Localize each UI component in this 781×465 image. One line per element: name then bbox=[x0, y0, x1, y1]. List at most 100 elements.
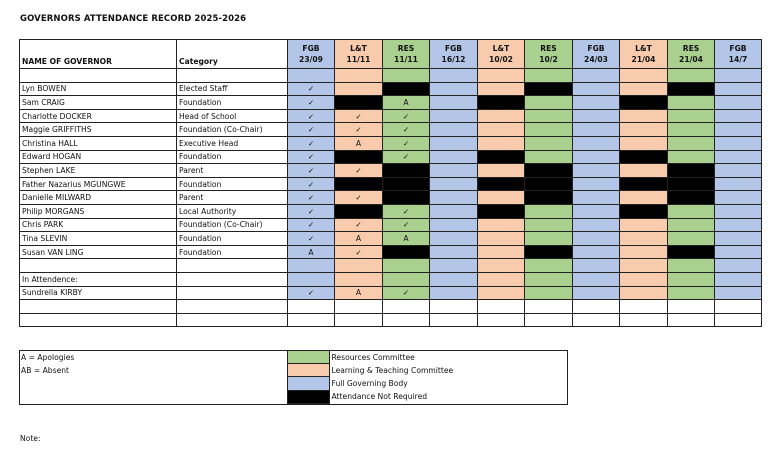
governor-name: Sam CRAIG bbox=[19, 95, 177, 110]
attendance-cell bbox=[524, 203, 573, 219]
attendance-cell bbox=[524, 163, 573, 178]
legend-row: Attendance Not Required bbox=[19, 389, 568, 404]
empty-cell bbox=[477, 299, 525, 314]
attendance-cell bbox=[667, 285, 715, 301]
attendance-cell bbox=[714, 122, 762, 137]
empty-meeting-cell bbox=[334, 68, 383, 83]
attendance-cell bbox=[572, 244, 620, 260]
governor-category: Foundation bbox=[176, 244, 288, 260]
meeting-header-7: L&T 21/04 bbox=[619, 39, 668, 69]
name-column-header: NAME OF GOVERNOR bbox=[19, 39, 177, 69]
attendance-cell: ✓ bbox=[287, 217, 335, 233]
attendance-cell bbox=[429, 149, 478, 165]
empty-cell bbox=[714, 312, 762, 328]
empty-cell bbox=[429, 299, 478, 314]
governor-row: Christina HALL Executive Head ✓ A ✓ bbox=[19, 135, 762, 151]
empty-meeting-cell bbox=[619, 68, 668, 83]
attendance-cell bbox=[572, 95, 620, 110]
attendance-cell bbox=[667, 231, 715, 246]
attendance-cell bbox=[619, 95, 668, 110]
meeting-type: FGB bbox=[444, 43, 463, 53]
governor-category: Foundation (Co-Chair) bbox=[176, 122, 288, 137]
attendance-cell bbox=[429, 176, 478, 192]
governor-name: Christina HALL bbox=[19, 135, 177, 151]
meeting-type: FGB bbox=[587, 43, 605, 53]
governor-category: Local Authority bbox=[176, 203, 288, 219]
attendance-cell bbox=[334, 203, 383, 219]
meeting-header-8: RES 21/04 bbox=[667, 39, 715, 69]
empty-cell bbox=[287, 312, 335, 328]
empty-meeting-cell bbox=[382, 258, 430, 273]
spacer-row bbox=[19, 68, 762, 83]
legend-swatch bbox=[286, 389, 330, 404]
meeting-header-1: L&T 11/11 bbox=[334, 39, 383, 69]
legend-swatch bbox=[286, 349, 330, 365]
attendance-cell bbox=[619, 81, 668, 97]
attendance-cell bbox=[524, 122, 573, 137]
attendance-cell: ✓ bbox=[334, 122, 383, 137]
legend-frame-right bbox=[567, 350, 568, 405]
attendance-cell bbox=[619, 231, 668, 246]
governor-row: Philip MORGANS Local Authority ✓ ✓ bbox=[19, 203, 762, 219]
empty-meeting-cell bbox=[477, 258, 525, 273]
attendance-cell bbox=[524, 95, 573, 110]
legend-key-text bbox=[19, 390, 287, 403]
empty-cell bbox=[176, 258, 288, 273]
empty-cell bbox=[176, 68, 288, 83]
governor-category: Foundation bbox=[176, 95, 288, 110]
attendance-cell bbox=[667, 108, 715, 124]
empty-meeting-cell bbox=[287, 258, 335, 273]
category-column-header: Category bbox=[176, 39, 288, 69]
attendance-cell bbox=[667, 95, 715, 110]
attendance-cell bbox=[714, 244, 762, 260]
spacer-row bbox=[19, 258, 762, 273]
attendance-cell bbox=[477, 163, 525, 178]
attendance-cell bbox=[524, 244, 573, 260]
empty-meeting-cell bbox=[524, 68, 573, 83]
attendance-cell: ✓ bbox=[287, 203, 335, 219]
empty-meeting-cell bbox=[429, 258, 478, 273]
attendance-cell: A bbox=[334, 135, 383, 151]
attendance-cell bbox=[572, 149, 620, 165]
governor-name: Chris PARK bbox=[19, 217, 177, 233]
attendance-cell bbox=[667, 122, 715, 137]
empty-cell bbox=[572, 299, 620, 314]
attendance-cell: ✓ bbox=[382, 108, 430, 124]
empty-meeting-cell bbox=[334, 271, 383, 287]
empty-meeting-cell bbox=[429, 271, 478, 287]
attendance-cell bbox=[619, 190, 668, 205]
attendance-cell bbox=[334, 81, 383, 97]
attendance-cell: ✓ bbox=[334, 244, 383, 260]
governor-category: Foundation (Co-Chair) bbox=[176, 217, 288, 233]
governor-category: Foundation bbox=[176, 231, 288, 246]
governor-category: Foundation bbox=[176, 176, 288, 192]
meeting-date: 21/04 bbox=[631, 54, 656, 64]
attendance-cell: ✓ bbox=[287, 163, 335, 178]
attendance-cell bbox=[572, 122, 620, 137]
empty-cell bbox=[19, 68, 177, 83]
governor-category: Elected Staff bbox=[176, 81, 288, 97]
attendance-cell bbox=[429, 190, 478, 205]
attendance-cell bbox=[667, 203, 715, 219]
governor-name: Philip MORGANS bbox=[19, 203, 177, 219]
governor-category: Parent bbox=[176, 163, 288, 178]
governor-name: Susan VAN LING bbox=[19, 244, 177, 260]
attendance-cell: ✓ bbox=[287, 135, 335, 151]
attendance-cell bbox=[572, 217, 620, 233]
attendance-cell: ✓ bbox=[334, 108, 383, 124]
meeting-type: RES bbox=[540, 43, 557, 53]
governor-name: Sundrella KIRBY bbox=[19, 285, 177, 301]
attendance-cell bbox=[524, 108, 573, 124]
attendance-cell bbox=[619, 122, 668, 137]
page-title: GOVERNORS ATTENDANCE RECORD 2025-2026 bbox=[20, 14, 247, 24]
attendance-cell bbox=[619, 203, 668, 219]
meeting-header-4: L&T 10/02 bbox=[477, 39, 525, 69]
note-label: Note: bbox=[20, 434, 41, 443]
legend-label: Attendance Not Required bbox=[331, 392, 428, 402]
governor-row: Stephen LAKE Parent ✓ ✓ bbox=[19, 163, 762, 178]
meeting-date: 11/11 bbox=[394, 54, 418, 64]
attendance-cell bbox=[334, 95, 383, 110]
empty-cell bbox=[619, 312, 668, 328]
attendance-cell bbox=[572, 135, 620, 151]
attendance-cell bbox=[572, 176, 620, 192]
